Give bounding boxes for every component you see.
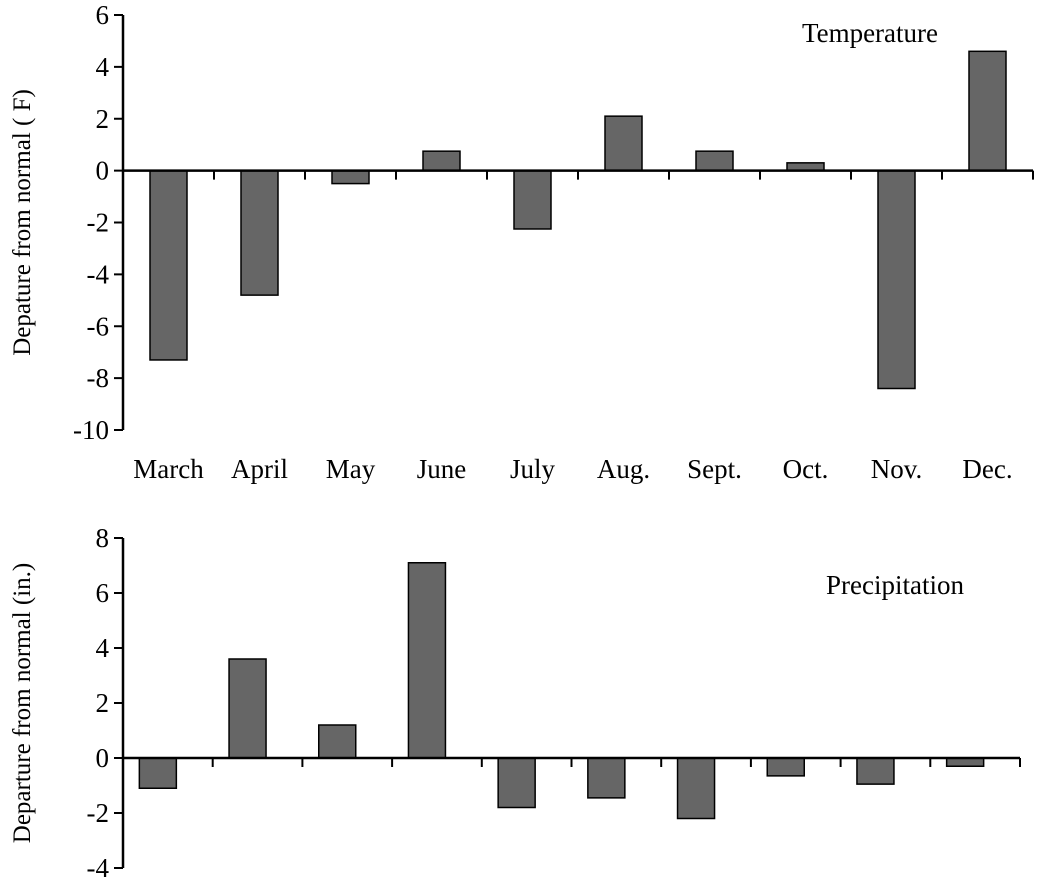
y-tick-label: 4 [96, 633, 110, 663]
y-tick-label: -4 [87, 853, 110, 883]
bar-june [407, 562, 447, 759]
precipitation-chart: -4 -2 0 2 4 6 8 Precipitation Departure from nor… [9, 523, 1021, 883]
bar-july [497, 757, 536, 809]
bar-sept [695, 150, 734, 172]
month-label: Aug. [597, 454, 650, 484]
month-label: Sept. [687, 454, 742, 484]
y-tick-label: 4 [96, 52, 110, 82]
y-tick-label: 2 [96, 688, 110, 718]
y-tick-label: 6 [96, 0, 110, 30]
chart-annotation: Precipitation [826, 570, 964, 600]
y-tick-label: -8 [87, 363, 110, 393]
y-tick-label: 2 [96, 104, 110, 134]
bar-march [138, 757, 178, 789]
y-tick-label: -4 [87, 259, 110, 289]
bar-april [228, 658, 267, 759]
bar-march [149, 169, 188, 361]
month-label: July [510, 454, 556, 484]
month-label: Oct. [783, 454, 829, 484]
y-tick-label: -10 [73, 415, 109, 445]
y-tick-label: -2 [87, 208, 110, 238]
month-label: April [231, 454, 288, 484]
bar-oct [766, 757, 805, 777]
temperature-chart: -10 -8 -6 -4 -2 0 2 4 6 March April May June July Aug.… [9, 0, 1034, 484]
chart-annotation: Temperature [802, 18, 938, 48]
bar-may [318, 724, 357, 759]
bar-dec [968, 50, 1007, 172]
y-axis-label: Departure from normal (in.) [9, 563, 36, 843]
y-tick-label: 0 [96, 156, 110, 186]
month-label: Dec. [962, 454, 1012, 484]
bar-april [240, 169, 279, 296]
y-tick-label: 6 [96, 578, 110, 608]
bar-sept [676, 757, 716, 820]
bar-nov [877, 169, 916, 390]
y-tick-label: -6 [87, 311, 110, 341]
month-label: June [417, 454, 467, 484]
bar-aug [587, 757, 626, 799]
month-label: May [326, 454, 376, 484]
bar-june [422, 150, 461, 172]
y-axis-label: Depature from normal ( F) [9, 89, 36, 356]
y-tick-label: -2 [87, 798, 110, 828]
y-tick-label: 8 [96, 523, 110, 553]
bar-aug [604, 115, 643, 172]
month-label: March [133, 454, 204, 484]
month-label: Nov. [871, 454, 923, 484]
bar-nov [856, 757, 895, 785]
y-tick-label: 0 [96, 743, 110, 773]
bar-july [513, 169, 552, 230]
bar-may [331, 169, 370, 185]
